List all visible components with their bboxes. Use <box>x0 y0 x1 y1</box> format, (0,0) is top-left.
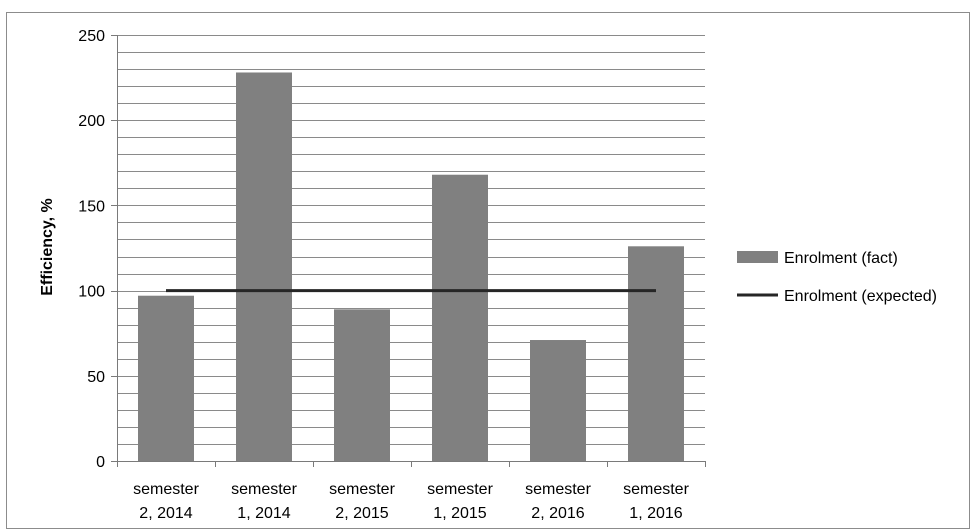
x-tick-labels: semester 2, 2014 semester 1, 2014 semester 2,… <box>133 481 689 522</box>
y-tick-label: 150 <box>78 198 105 215</box>
x-tick-label: 1, 2014 <box>237 505 290 522</box>
bar <box>530 340 586 461</box>
legend-swatch-fact <box>737 251 778 263</box>
gridlines <box>117 35 705 445</box>
bars <box>138 72 684 461</box>
legend-label-expected: Enrolment (expected) <box>784 288 937 305</box>
x-tick-label: 2, 2016 <box>531 505 584 522</box>
x-tick-label: semester <box>525 481 591 498</box>
bar <box>138 295 194 461</box>
x-tick-label: 1, 2016 <box>629 505 682 522</box>
x-tick-label: 2, 2014 <box>139 505 192 522</box>
x-tick-label: semester <box>231 481 297 498</box>
x-tick-label: semester <box>623 481 689 498</box>
x-tick-label: semester <box>329 481 395 498</box>
bar <box>628 246 684 461</box>
bar <box>334 309 390 461</box>
y-tick-label: 100 <box>78 284 105 301</box>
y-tick-label: 250 <box>78 28 105 45</box>
bar <box>236 72 292 461</box>
y-tick-label: 50 <box>87 369 105 386</box>
y-tick-labels: 0 50 100 150 200 250 <box>78 28 105 471</box>
bar <box>432 174 488 461</box>
x-tick-label: 1, 2015 <box>433 505 486 522</box>
y-tick-label: 0 <box>96 454 105 471</box>
x-tick-label: 2, 2015 <box>335 505 388 522</box>
x-tick-label: semester <box>427 481 493 498</box>
x-tick-label: semester <box>133 481 199 498</box>
legend-label-fact: Enrolment (fact) <box>784 250 898 267</box>
legend: Enrolment (fact) Enrolment (expected) <box>737 250 937 305</box>
y-tick-label: 200 <box>78 113 105 130</box>
y-axis-label: Efficiency, % <box>39 198 56 296</box>
axes <box>111 35 706 467</box>
